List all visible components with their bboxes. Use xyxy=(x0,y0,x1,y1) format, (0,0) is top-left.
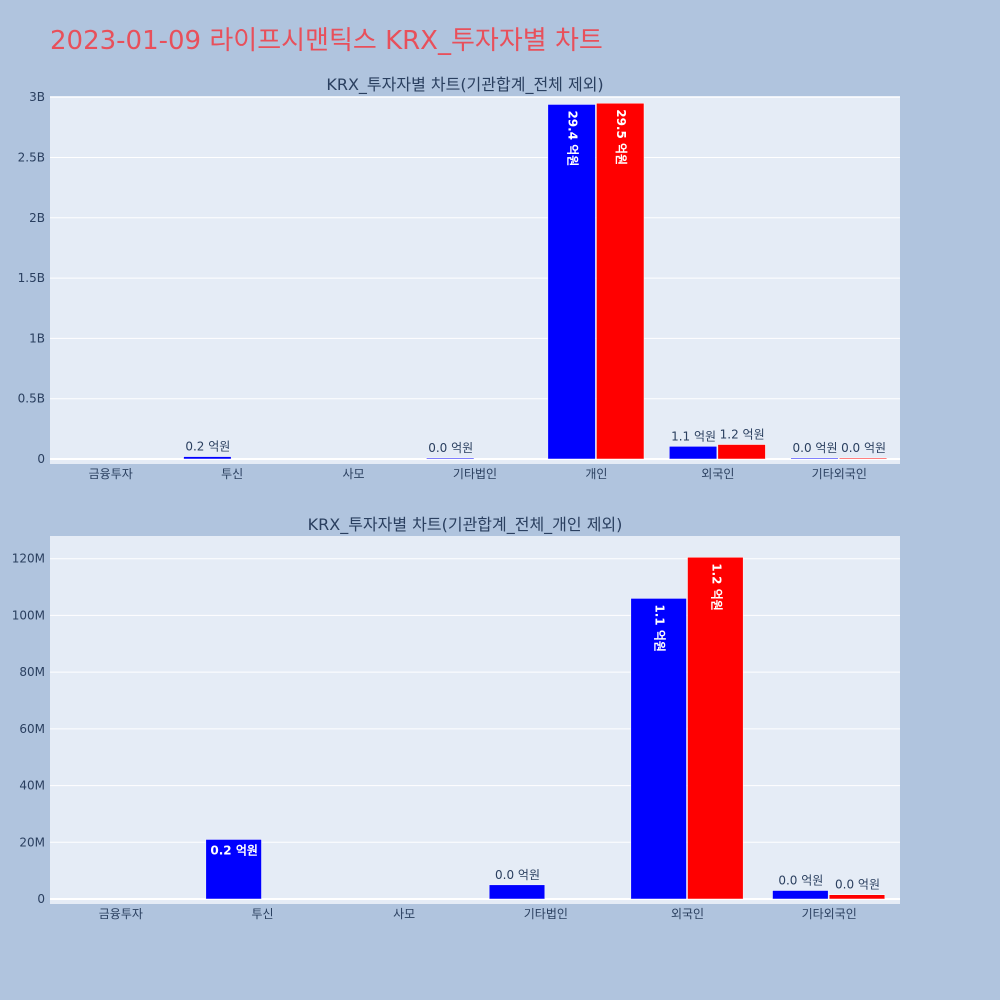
data-label: 0.0 억원 xyxy=(778,873,823,887)
plot-area xyxy=(50,536,900,904)
data-label: 1.2 억원 xyxy=(709,563,723,611)
chart-title: KRX_투자자별 차트(기관합계_전체_개인 제외) xyxy=(308,515,623,535)
y-tick-label: 60M xyxy=(19,722,45,736)
data-label: 1.2 억원 xyxy=(720,428,765,442)
y-tick-label: 40M xyxy=(19,779,45,793)
y-tick-label: 100M xyxy=(12,608,45,622)
x-tick-label: 외국인 xyxy=(701,467,734,481)
data-label: 29.5 억원 xyxy=(614,109,628,165)
x-tick-label: 금융투자 xyxy=(89,467,133,481)
data-label: 0.0 억원 xyxy=(428,441,473,455)
y-tick-label: 2B xyxy=(29,211,45,225)
data-label: 1.1 억원 xyxy=(653,604,667,652)
y-tick-label: 0 xyxy=(37,892,45,906)
plot-area xyxy=(50,96,900,464)
data-label: 0.0 억원 xyxy=(495,868,540,882)
x-tick-label: 기타법인 xyxy=(524,907,568,921)
bar xyxy=(596,102,645,460)
bar xyxy=(828,894,886,900)
bar xyxy=(205,839,262,900)
data-label: 29.4 억원 xyxy=(566,110,580,166)
bar xyxy=(772,890,829,900)
x-tick-label: 기타외국인 xyxy=(812,467,867,481)
x-tick-label: 기타법인 xyxy=(453,467,497,481)
bar xyxy=(488,884,546,900)
x-tick-label: 기타외국인 xyxy=(802,907,857,921)
data-label: 1.1 억원 xyxy=(671,429,716,443)
bar xyxy=(669,446,718,460)
data-label: 0.2 억원 xyxy=(185,440,230,454)
x-tick-label: 개인 xyxy=(585,467,607,481)
y-tick-label: 1B xyxy=(29,331,45,345)
bar xyxy=(687,557,744,900)
x-tick-label: 사모 xyxy=(343,467,365,481)
data-label: 0.0 억원 xyxy=(835,878,880,892)
bar-chart-excluding-individual: KRX_투자자별 차트(기관합계_전체_개인 제외) 0 20M 40M 60M 80M 1… xyxy=(12,515,900,921)
y-tick-label: 0.5B xyxy=(18,392,45,406)
bar xyxy=(839,457,888,460)
bar xyxy=(183,456,232,460)
y-tick-label: 1.5B xyxy=(18,271,45,285)
data-label: 0.0 억원 xyxy=(793,441,838,455)
bar xyxy=(547,104,596,460)
y-tick-label: 0 xyxy=(37,452,45,466)
bar xyxy=(790,457,839,460)
page-title: 2023-01-09 라이프시맨틱스 KRX_투자자별 차트 xyxy=(50,26,603,56)
x-tick-label: 외국인 xyxy=(671,907,704,921)
x-tick-label: 금융투자 xyxy=(99,907,143,921)
y-tick-label: 20M xyxy=(19,835,45,849)
x-tick-label: 사모 xyxy=(393,907,415,921)
bar xyxy=(630,598,687,900)
chart-title: KRX_투자자별 차트(기관합계_전체 제외) xyxy=(326,75,603,95)
data-label: 0.0 억원 xyxy=(841,441,886,455)
y-tick-label: 2.5B xyxy=(18,151,45,165)
bar xyxy=(717,444,766,460)
bar-chart-total: KRX_투자자별 차트(기관합계_전체 제외) 0 0.5B 1B 1.5B 2B 2.5B… xyxy=(18,75,900,481)
x-tick-label: 투신 xyxy=(251,907,273,921)
y-tick-label: 80M xyxy=(19,665,45,679)
bar xyxy=(426,457,475,460)
y-tick-label: 120M xyxy=(12,552,45,566)
x-tick-label: 투신 xyxy=(221,467,243,481)
y-tick-label: 3B xyxy=(29,90,45,104)
data-label: 0.2 억원 xyxy=(210,843,258,857)
